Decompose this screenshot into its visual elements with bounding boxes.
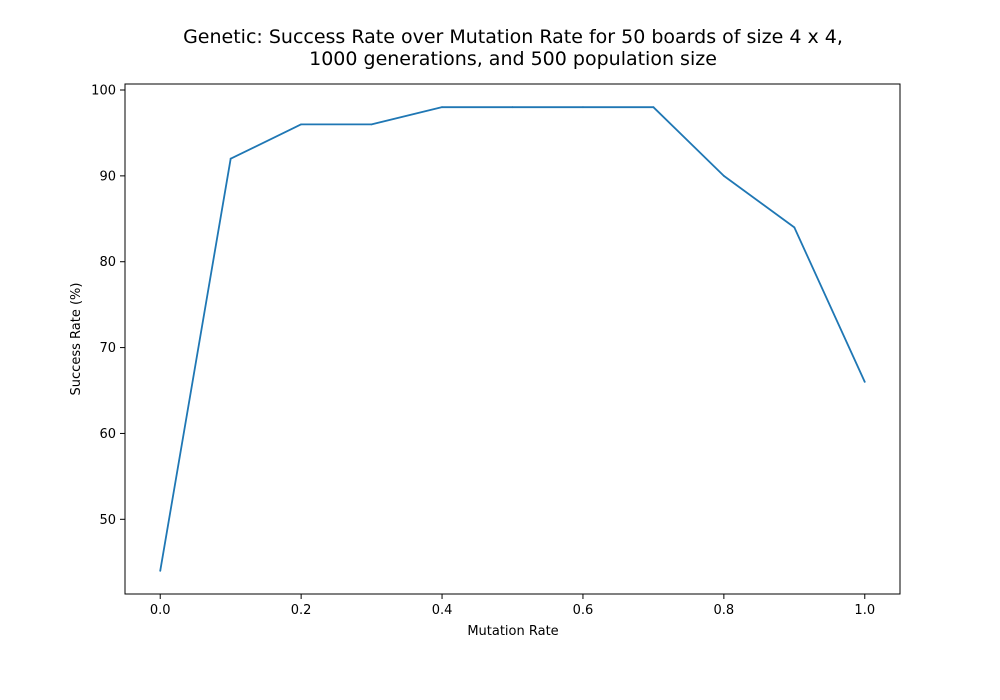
x-tick-label: 0.8 <box>714 603 735 618</box>
data-point <box>441 106 443 109</box>
x-tick-label: 0.0 <box>150 603 171 618</box>
chart-title-line-2: 1000 generations, and 500 population siz… <box>309 48 717 70</box>
chart-title-line-1: Genetic: Success Rate over Mutation Rate… <box>183 26 843 48</box>
y-tick-label: 90 <box>99 169 116 184</box>
y-axis: 50 60 70 80 90 100 <box>91 84 125 528</box>
data-point <box>863 381 866 383</box>
series-layer <box>159 106 866 572</box>
series-line <box>159 106 866 571</box>
data-point <box>300 123 303 126</box>
data-point <box>722 174 725 177</box>
data-point <box>229 157 232 160</box>
chart-title: Genetic: Success Rate over Mutation Rate… <box>183 26 843 70</box>
y-axis-label: Success Rate (%) <box>69 283 84 396</box>
y-tick-label: 60 <box>99 427 116 442</box>
data-point <box>652 106 655 109</box>
plot-area-frame <box>124 83 901 595</box>
y-tick-label: 80 <box>99 255 116 270</box>
y-tick-label: 70 <box>99 341 116 356</box>
data-point <box>159 569 162 572</box>
x-axis-label: Mutation Rate <box>467 624 558 639</box>
x-axis: 0.0 0.2 0.4 0.6 0.8 1.0 <box>150 594 875 618</box>
x-tick-label: 0.6 <box>573 603 594 618</box>
x-tick-label: 0.4 <box>432 603 453 618</box>
data-point <box>793 226 796 229</box>
y-tick-label: 50 <box>99 513 116 528</box>
x-tick-label: 0.2 <box>291 603 312 618</box>
data-point <box>582 106 584 109</box>
data-point <box>370 123 373 126</box>
x-tick-label: 1.0 <box>854 603 875 618</box>
data-point <box>511 106 514 109</box>
y-tick-label: 100 <box>91 84 116 99</box>
